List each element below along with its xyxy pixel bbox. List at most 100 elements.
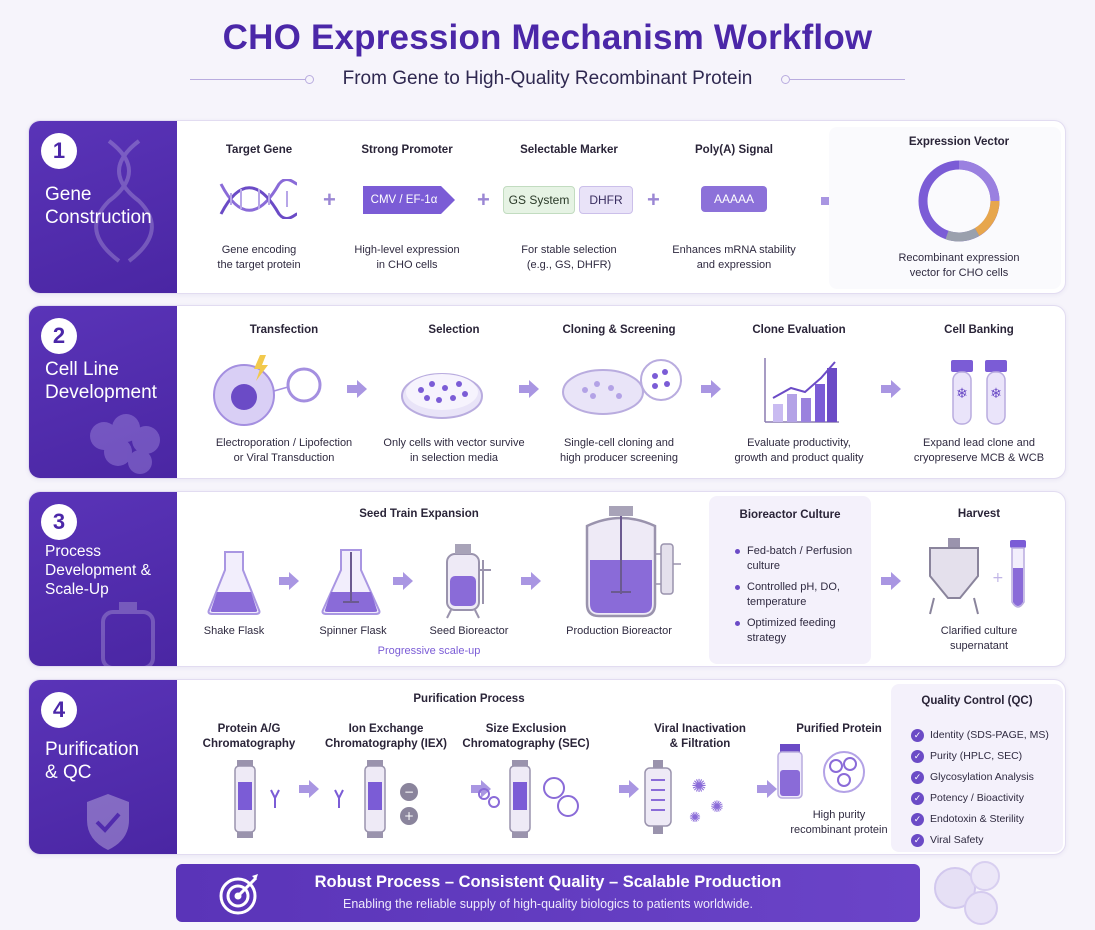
culture-bullet: Optimized feeding strategy (735, 616, 867, 646)
check-icon: ✓ (911, 812, 924, 826)
stage-purification-qc: 4 Purification & QC Purification Process… (28, 679, 1066, 855)
qc-title: Quality Control (QC) (921, 695, 1033, 707)
cryovial-icon: ❄ ❄ (951, 360, 1007, 425)
quality-control-panel: Quality Control (QC) ✓ Identity (SDS-PAGE… (891, 684, 1063, 852)
cell-cluster-watermark-icon (90, 414, 160, 474)
stage-number: 1 (41, 133, 77, 169)
divider-dot-right (781, 75, 790, 84)
qc-item: ✓ Viral Safety (911, 833, 984, 847)
qc-item: ✓ Purity (HPLC, SEC) (911, 749, 1022, 763)
check-icon: ✓ (911, 728, 924, 742)
step-seed-bioreactor: Seed Bioreactor (429, 625, 509, 637)
shield-check-icon (87, 794, 129, 850)
divider-dot-left (305, 75, 314, 84)
step-production-bioreactor: Production Bioreactor (566, 625, 672, 637)
step-expression-vector-desc: Recombinant expression vector for CHO ce… (898, 252, 1020, 279)
bioreactor-culture-title: Bioreactor Culture (739, 509, 841, 521)
svg-text:✺: ✺ (691, 776, 706, 797)
step-selection: Selection (428, 324, 480, 336)
step-cloning-screening: Cloning & Screening (562, 324, 676, 336)
marker-tag-gs: GS System (503, 186, 575, 214)
arrow-right-icon (299, 780, 319, 798)
promoter-arrow-icon (363, 186, 455, 214)
step-purified-protein-desc: High purity recombinant protein (790, 809, 888, 836)
stage-number: 2 (41, 318, 77, 354)
arrow-right-icon (881, 380, 901, 398)
stage-panel: 2 Cell Line Development (29, 306, 177, 478)
culture-bullet: Controlled pH, DO, temperature (735, 580, 867, 610)
step-polya-desc: Enhances mRNA stability and expression (672, 244, 796, 271)
stage-label: Gene Construction (45, 184, 152, 228)
step-harvest-desc: Clarified culture supernatant (940, 625, 1018, 652)
stage-label: Cell Line Development (45, 359, 157, 403)
column-icon (234, 760, 280, 838)
arrow-right-icon (619, 780, 639, 798)
arrow-right-icon (701, 380, 721, 398)
plus-icon: + (323, 187, 336, 212)
promoter-tag: CMV / EF-1α (370, 194, 438, 206)
svg-text:✺: ✺ (689, 810, 701, 826)
step-cell-banking: Cell Banking (944, 324, 1014, 336)
vial-icon (777, 744, 865, 799)
arrow-right-icon (881, 572, 901, 590)
svg-text:−: − (404, 785, 414, 799)
step-viral-inactivation: Viral Inactivation & Filtration (654, 723, 746, 750)
column-icon (478, 760, 579, 838)
check-icon: ✓ (911, 833, 924, 847)
step-transfection: Transfection (249, 324, 319, 336)
check-icon: ✓ (911, 749, 924, 763)
target-icon (219, 874, 258, 915)
marker-tag-dhfr: DHFR (579, 186, 633, 214)
banner-tagline: Enabling the reliable supply of high-qua… (343, 897, 753, 911)
step-selectable-marker: Selectable Marker (520, 144, 618, 156)
step-expression-vector: Expression Vector (908, 136, 1010, 148)
bioreactor-watermark-icon (101, 602, 155, 666)
stage-label: Purification & QC (45, 739, 139, 783)
step-polya-signal: Poly(A) Signal (695, 144, 773, 156)
step-transfection-desc: Electroporation / Lipofection or Viral T… (215, 437, 353, 464)
step-selection-desc: Only cells with vector survive in select… (383, 437, 525, 464)
step-purified-protein: Purified Protein (796, 723, 882, 735)
step-shake-flask: Shake Flask (203, 625, 265, 637)
stage-label: Process Development & Scale-Up (45, 543, 151, 598)
step-size-exclusion: Size Exclusion Chromatography (SEC) (462, 723, 590, 750)
seed-bioreactor-icon (446, 544, 491, 619)
plus-icon: + (647, 187, 660, 212)
divider-right (790, 79, 905, 80)
step-strong-promoter: Strong Promoter (361, 144, 453, 156)
stage-cell-line-development: 2 Cell Line Development Transfection Ele… (28, 305, 1066, 479)
subtitle-bar: From Gene to High-Quality Recombinant Pr… (0, 66, 1095, 94)
cloning-dish-icon (562, 359, 682, 415)
polya-tag: AAAAA (701, 186, 767, 212)
arrow-right-icon (393, 572, 413, 590)
step-ion-exchange: Ion Exchange Chromatography (IEX) (324, 723, 448, 750)
qc-item: ✓ Identity (SDS-PAGE, MS) (911, 728, 1049, 742)
filter-icon: ✺ ✺ ✺ (644, 760, 724, 834)
arrow-right-icon (757, 780, 777, 798)
qc-item: ✓ Glycosylation Analysis (911, 770, 1034, 784)
check-icon: ✓ (911, 770, 924, 784)
step-target-gene: Target Gene (225, 144, 293, 156)
bioreactor-culture-list: Fed-batch / Perfusion culture Controlled … (735, 544, 867, 652)
qc-item: ✓ Potency / Bioactivity (911, 791, 1024, 805)
qc-item: ✓ Endotoxin & Sterility (911, 812, 1024, 826)
dna-watermark-icon (94, 139, 154, 263)
stage-process-development: 3 Process Development & Scale-Up Seed Tr… (28, 491, 1066, 667)
spinner-flask-icon (321, 549, 381, 615)
expression-vector-panel (829, 127, 1061, 289)
step-strong-promoter-desc: High-level expression in CHO cells (354, 244, 460, 271)
stage-panel: 1 Gene Construction (29, 121, 177, 293)
svg-text:✺: ✺ (710, 797, 723, 816)
step-harvest: Harvest (957, 508, 1001, 520)
arrow-right-icon (521, 572, 541, 590)
dna-icon (219, 179, 298, 219)
step-clone-evaluation: Clone Evaluation (752, 324, 846, 336)
step-selectable-marker-desc: For stable selection (e.g., GS, DHFR) (521, 244, 617, 271)
step-protein-ag: Protein A/G Chromatography (202, 723, 296, 750)
page-title: CHO Expression Mechanism Workflow (222, 18, 873, 57)
arrow-right-icon (279, 572, 299, 590)
step-cloning-desc: Single-cell cloning and high producer sc… (559, 437, 679, 464)
production-bioreactor-icon (585, 506, 681, 618)
seed-train-title: Seed Train Expansion (359, 508, 479, 520)
petri-dish-icon (401, 373, 483, 419)
